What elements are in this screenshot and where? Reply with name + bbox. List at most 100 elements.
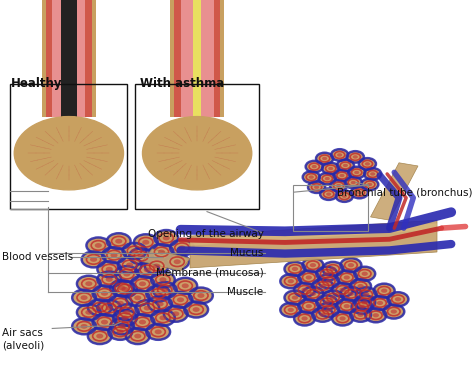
- Circle shape: [151, 272, 175, 287]
- Circle shape: [323, 300, 330, 305]
- Circle shape: [110, 280, 134, 296]
- Circle shape: [354, 295, 375, 309]
- Circle shape: [123, 272, 130, 277]
- Circle shape: [129, 248, 153, 264]
- Circle shape: [106, 267, 113, 272]
- Circle shape: [310, 292, 316, 296]
- Circle shape: [390, 309, 397, 314]
- Circle shape: [330, 180, 347, 191]
- Circle shape: [351, 181, 356, 184]
- Circle shape: [139, 282, 146, 286]
- Polygon shape: [142, 249, 190, 271]
- Circle shape: [343, 275, 350, 280]
- Circle shape: [172, 311, 180, 316]
- Circle shape: [142, 117, 252, 190]
- Circle shape: [337, 160, 354, 171]
- Circle shape: [148, 296, 172, 312]
- Circle shape: [154, 230, 178, 246]
- Circle shape: [101, 291, 108, 296]
- Circle shape: [95, 243, 102, 248]
- Circle shape: [326, 279, 332, 283]
- Circle shape: [72, 318, 96, 334]
- FancyBboxPatch shape: [61, 0, 77, 117]
- Circle shape: [96, 334, 104, 338]
- Circle shape: [153, 282, 177, 298]
- Circle shape: [134, 234, 158, 250]
- Circle shape: [90, 257, 97, 262]
- Circle shape: [370, 172, 375, 176]
- Text: Healthy: Healthy: [10, 77, 62, 90]
- Circle shape: [77, 304, 101, 320]
- Circle shape: [285, 262, 305, 276]
- Circle shape: [330, 296, 336, 300]
- Circle shape: [96, 305, 104, 310]
- Circle shape: [294, 312, 315, 326]
- Circle shape: [159, 315, 166, 320]
- Circle shape: [294, 283, 315, 297]
- Circle shape: [143, 268, 151, 272]
- Circle shape: [117, 301, 124, 305]
- Circle shape: [306, 161, 323, 172]
- Circle shape: [146, 324, 170, 340]
- Circle shape: [359, 305, 365, 309]
- Circle shape: [320, 188, 337, 200]
- Circle shape: [342, 194, 347, 198]
- Circle shape: [97, 300, 121, 316]
- Circle shape: [108, 324, 132, 340]
- Circle shape: [85, 281, 92, 286]
- Circle shape: [165, 254, 189, 270]
- Circle shape: [373, 313, 379, 317]
- Circle shape: [323, 291, 343, 305]
- Circle shape: [364, 168, 381, 180]
- Circle shape: [332, 283, 353, 297]
- Circle shape: [312, 279, 333, 293]
- Text: Opening of the airway: Opening of the airway: [148, 229, 264, 239]
- Circle shape: [330, 267, 336, 271]
- Circle shape: [381, 289, 387, 293]
- Circle shape: [169, 292, 192, 308]
- Circle shape: [316, 153, 333, 164]
- Circle shape: [119, 324, 126, 329]
- Circle shape: [177, 298, 184, 302]
- Circle shape: [189, 147, 206, 159]
- Circle shape: [121, 287, 128, 292]
- Circle shape: [331, 149, 348, 161]
- Circle shape: [348, 263, 354, 267]
- Circle shape: [110, 318, 134, 334]
- Circle shape: [367, 183, 372, 186]
- Circle shape: [170, 240, 194, 256]
- Text: Membrane (mucosa): Membrane (mucosa): [156, 268, 264, 278]
- Circle shape: [174, 259, 181, 264]
- Circle shape: [135, 300, 159, 316]
- Circle shape: [288, 308, 294, 312]
- Circle shape: [336, 184, 341, 187]
- Circle shape: [305, 275, 312, 280]
- Circle shape: [357, 313, 364, 317]
- Circle shape: [316, 295, 337, 309]
- Circle shape: [123, 310, 130, 315]
- Circle shape: [370, 296, 390, 310]
- Circle shape: [310, 263, 316, 267]
- Circle shape: [280, 303, 301, 317]
- Circle shape: [363, 292, 370, 296]
- Circle shape: [44, 137, 94, 170]
- Circle shape: [197, 293, 204, 298]
- Circle shape: [345, 177, 362, 188]
- Circle shape: [179, 141, 216, 166]
- Circle shape: [303, 287, 323, 301]
- Circle shape: [139, 320, 146, 324]
- Circle shape: [319, 173, 336, 184]
- Circle shape: [326, 193, 331, 196]
- Circle shape: [155, 329, 162, 334]
- Circle shape: [172, 137, 222, 170]
- Circle shape: [88, 328, 112, 344]
- Circle shape: [280, 274, 301, 288]
- Circle shape: [158, 250, 165, 254]
- Circle shape: [81, 295, 88, 300]
- Bar: [10, 84, 127, 209]
- Circle shape: [162, 236, 170, 240]
- Circle shape: [314, 186, 319, 189]
- Circle shape: [361, 272, 368, 276]
- Circle shape: [77, 276, 101, 292]
- Circle shape: [333, 170, 351, 181]
